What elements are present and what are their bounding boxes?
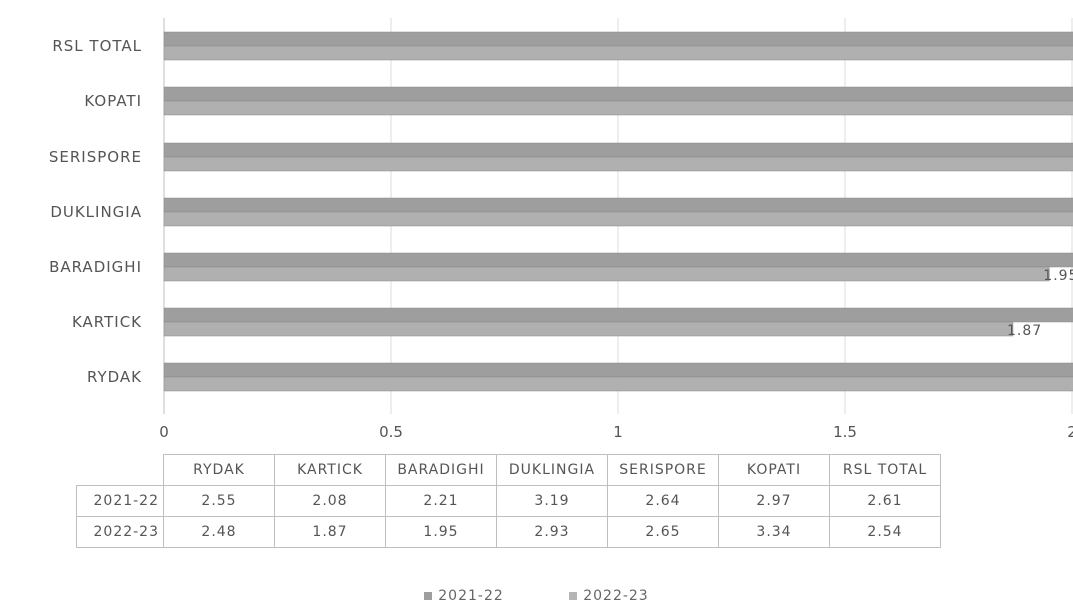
data-table-cell: 3.34 bbox=[718, 516, 830, 548]
data-table-series-name: 2022-23 bbox=[76, 516, 164, 548]
data-table: RYDAK KARTICK BARADIGHI DUKLINGIA SERISP… bbox=[76, 454, 941, 548]
bar bbox=[163, 45, 1073, 61]
legend-swatch bbox=[569, 592, 578, 600]
bar bbox=[163, 307, 1073, 323]
data-table-header-cell: KOPATI bbox=[718, 454, 830, 486]
data-table-header-cell: DUKLINGIA bbox=[496, 454, 608, 486]
bar bbox=[163, 362, 1073, 378]
data-table-cell: 2.48 bbox=[163, 516, 275, 548]
value-label: 1.87 bbox=[1007, 323, 1042, 339]
data-table-cell: 2.65 bbox=[607, 516, 719, 548]
category-labels: RYDAK KARTICK BARADIGHI DUKLINGIA SERISPORE K… bbox=[49, 37, 142, 386]
category-label: KOPATI bbox=[84, 92, 142, 110]
value-label: 1.95 bbox=[1043, 268, 1073, 284]
bar bbox=[163, 142, 1073, 158]
bar bbox=[163, 321, 1014, 337]
x-tick-label: 1.5 bbox=[833, 423, 857, 441]
bar bbox=[163, 211, 1073, 227]
legend: 2021-22 2022-23 bbox=[0, 588, 1073, 604]
data-table-header-cell: BARADIGHI bbox=[385, 454, 497, 486]
category-label: KARTICK bbox=[72, 313, 142, 331]
data-table-row: 2021-22 2.55 2.08 2.21 3.19 2.64 2.97 2.… bbox=[76, 485, 941, 517]
data-table-header-cell: KARTICK bbox=[274, 454, 386, 486]
bar bbox=[163, 252, 1073, 268]
data-table-row: 2022-23 2.48 1.87 1.95 2.93 2.65 3.34 2.… bbox=[76, 516, 941, 548]
x-tick-label: 0.5 bbox=[379, 423, 403, 441]
data-table-cell: 2.08 bbox=[274, 485, 386, 517]
legend-swatch bbox=[424, 592, 433, 600]
bar bbox=[163, 266, 1050, 282]
data-table-series-name: 2021-22 bbox=[76, 485, 164, 517]
bar bbox=[163, 197, 1073, 213]
data-table-cell: 2.61 bbox=[829, 485, 941, 517]
data-table-header-cell: SERISPORE bbox=[607, 454, 719, 486]
data-table-header-cell: RSL TOTAL bbox=[829, 454, 941, 486]
bars bbox=[163, 31, 1073, 392]
data-table-cell: 1.87 bbox=[274, 516, 386, 548]
x-tick-label: 1 bbox=[613, 423, 623, 441]
x-tick-label: 2 bbox=[1067, 423, 1073, 441]
data-table-cell: 3.19 bbox=[496, 485, 608, 517]
data-table-cell: 1.95 bbox=[385, 516, 497, 548]
bar bbox=[163, 100, 1073, 116]
legend-item: 2021-22 bbox=[424, 588, 504, 604]
legend-label: 2021-22 bbox=[438, 588, 504, 604]
bar bbox=[163, 31, 1073, 47]
bar bbox=[163, 376, 1073, 392]
category-label: RYDAK bbox=[87, 368, 142, 386]
data-table-cell: 2.55 bbox=[163, 485, 275, 517]
data-table-corner bbox=[76, 454, 164, 486]
value-labels: 2.552.482.081.872.211.953.192.932.642.65… bbox=[1007, 268, 1073, 339]
x-axis-ticks: 00.511.522.533.54 bbox=[159, 423, 1073, 441]
data-table-header-cell: RYDAK bbox=[163, 454, 275, 486]
legend-item: 2022-23 bbox=[569, 588, 649, 604]
data-table-cell: 2.21 bbox=[385, 485, 497, 517]
category-label: DUKLINGIA bbox=[50, 203, 142, 221]
data-table-cell: 2.97 bbox=[718, 485, 830, 517]
data-table-cell: 2.93 bbox=[496, 516, 608, 548]
category-label: SERISPORE bbox=[49, 148, 142, 166]
data-table-cell: 2.64 bbox=[607, 485, 719, 517]
bar bbox=[163, 86, 1073, 102]
category-label: RSL TOTAL bbox=[52, 37, 142, 55]
bar bbox=[163, 156, 1073, 172]
x-tick-label: 0 bbox=[159, 423, 169, 441]
legend-label: 2022-23 bbox=[583, 588, 649, 604]
data-table-cell: 2.54 bbox=[829, 516, 941, 548]
category-label: BARADIGHI bbox=[49, 258, 142, 276]
data-table-header-row: RYDAK KARTICK BARADIGHI DUKLINGIA SERISP… bbox=[76, 454, 941, 486]
